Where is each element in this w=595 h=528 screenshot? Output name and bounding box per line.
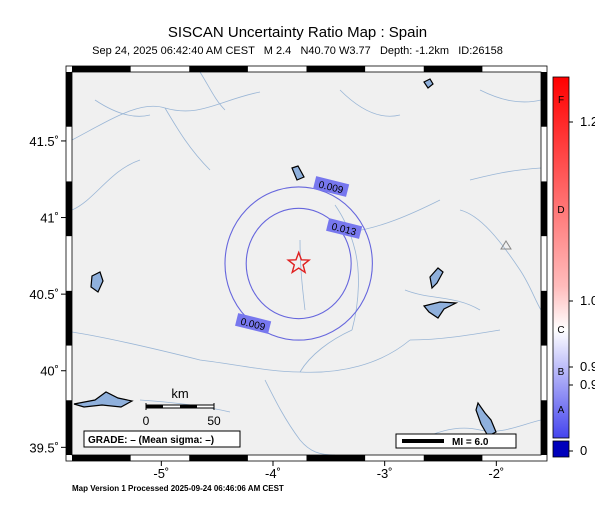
lon-tick-label: -2˚ [488,466,504,481]
colorbar-value-label: 0.9 [580,359,595,374]
mi-legend: MI = 6.0 [395,433,517,449]
contour-inner-ellipse [245,207,352,320]
lon-tick-label: -4˚ [265,466,281,481]
mi-legend-text: MI = 6.0 [452,437,489,448]
colorbar-value-label: 0 [580,443,587,458]
grade-box: GRADE: – (Mean sigma: –) [83,430,241,448]
scale-bar-title: km [171,386,188,401]
lat-tick-label: 40.5˚ [29,287,59,302]
colorbar-grade-label: B [558,367,565,378]
lat-tick-label: 41.5˚ [29,134,59,149]
map-frame [66,66,547,461]
contour-outer-ellipse [224,186,373,341]
scale-bar-fifty: 50 [207,414,221,428]
colorbar-grade-label: F [558,95,564,106]
scale-bar-zero: 0 [143,414,150,428]
lat-tick-label: 41˚ [40,211,59,226]
colorbar-grade-label: A [558,405,565,416]
colorbar-value-label: 1.2 [580,114,595,129]
map-area [72,72,541,455]
lon-tick-label: -5˚ [153,466,169,481]
processed-footer: Map Version 1 Processed 2025-09-24 06:46… [72,484,284,493]
colorbar: F D C B A 1.2 1.0 0.9 0.9 0 [552,76,595,458]
lat-tick-label: 40˚ [40,364,59,379]
colorbar-value-label: 0.9 [580,377,595,392]
map-title: SISCAN Uncertainty Ratio Map : Spain [167,24,428,41]
colorbar-value-label: 1.0 [580,293,595,308]
star-icon [286,250,312,275]
triangle-icon [500,240,512,250]
colorbar-grade-label: C [557,325,564,336]
grade-text: GRADE: – (Mean sigma: –) [88,435,214,446]
colorbar-grade-label: D [557,205,564,216]
axis-ticks: -5˚ -4˚ -3˚ -2˚ 41.5˚ 41˚ 40.5˚ 40˚ 39.5˚ [29,134,504,481]
scale-bar: km 0 50 [143,386,221,428]
lakes [73,78,497,437]
event-info-line: Sep 24, 2025 06:42:40 AM CEST M 2.4 N40.… [92,45,503,57]
lon-tick-label: -3˚ [377,466,393,481]
contours [224,186,373,341]
lat-tick-label: 39.5˚ [29,440,59,455]
